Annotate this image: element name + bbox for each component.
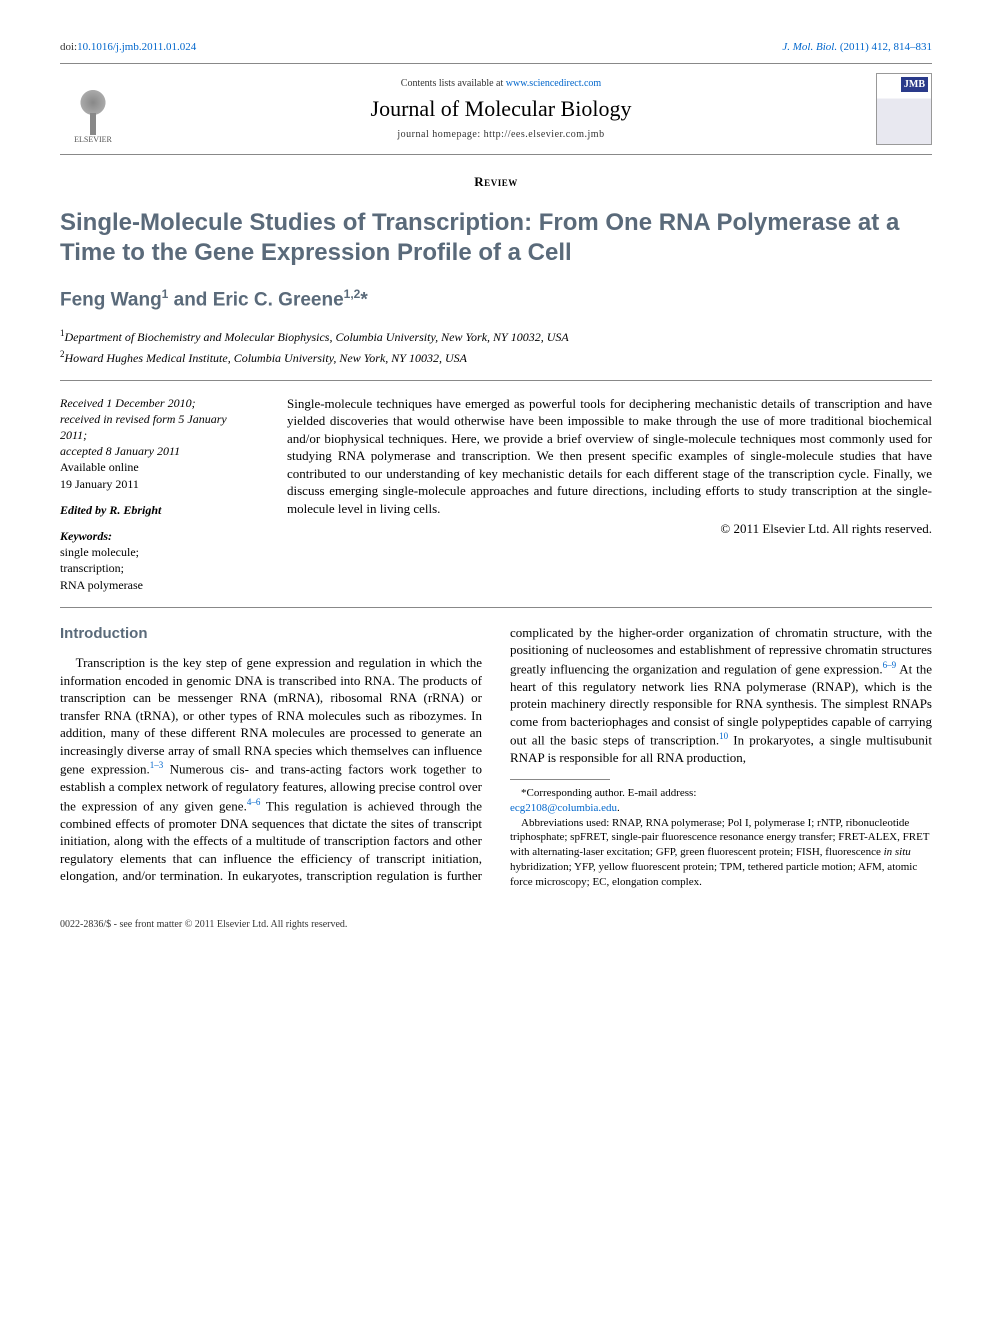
abstract: Single-molecule techniques have emerged … [287,395,932,593]
front-matter-line: 0022-2836/$ - see front matter © 2011 El… [60,918,932,932]
ref-10[interactable]: 10 [719,731,728,741]
journal-title: Journal of Molecular Biology [144,94,858,124]
body-columns: Introduction Transcription is the key st… [60,624,932,890]
doi: doi:10.1016/j.jmb.2011.01.024 [60,40,196,55]
footnote-rule [510,779,610,780]
online-label: Available online [60,460,139,474]
rule [60,380,932,381]
revised: received in revised form 5 January 2011; [60,412,227,442]
kw-2: transcription; [60,561,124,575]
keywords-block: Keywords: single molecule; transcription… [60,528,255,593]
doi-label: doi: [60,41,77,53]
affiliation-2: 2Howard Hughes Medical Institute, Columb… [60,348,932,366]
author-corr-star: * [360,290,367,311]
kw-1: single molecule; [60,545,139,559]
corresponding-author: *Corresponding author. E-mail address: e… [510,786,932,816]
article-title: Single-Molecule Studies of Transcription… [60,208,932,268]
sd-link[interactable]: www.sciencedirect.com [506,78,601,89]
ref-4-6[interactable]: 4–6 [247,797,261,807]
abbreviations: Abbreviations used: RNAP, RNA polymerase… [510,816,932,890]
edited-by: Edited by R. Ebright [60,502,255,518]
rule-2 [60,607,932,608]
abbrev-text: Abbreviations used: RNAP, RNA polymerase… [510,817,929,859]
article-type: Review [60,173,932,191]
doi-value[interactable]: 10.1016/j.jmb.2011.01.024 [77,41,196,53]
sciencedirect-line: Contents lists available at www.scienced… [144,77,858,91]
cite-rest: (2011) 412, 814–831 [837,41,932,53]
journal-homepage: journal homepage: http://ees.elsevier.co… [144,128,858,142]
authors-and: and [168,290,212,311]
corr-email[interactable]: ecg2108@columbia.edu [510,802,617,814]
citation: J. Mol. Biol. (2011) 412, 814–831 [782,40,932,55]
footnote-block: *Corresponding author. E-mail address: e… [510,779,932,890]
elsevier-tree-icon [68,85,118,135]
header-center: Contents lists available at www.scienced… [144,77,858,142]
article-meta: Received 1 December 2010; received in re… [60,395,255,593]
keywords-label: Keywords: [60,529,112,543]
accepted: accepted 8 January 2011 [60,444,180,458]
history-dates: Received 1 December 2010; received in re… [60,395,255,492]
intro-text-a: Transcription is the key step of gene ex… [60,655,482,758]
author-2: Eric C. Greene [213,290,344,311]
affil-1-text: Department of Biochemistry and Molecular… [65,330,569,344]
abstract-text: Single-molecule techniques have emerged … [287,396,932,516]
abbrev-insitu: in situ [884,846,911,858]
author-1: Feng Wang [60,290,162,311]
elsevier-label: ELSEVIER [74,135,112,146]
affil-2-text: Howard Hughes Medical Institute, Columbi… [65,351,467,365]
journal-header: ELSEVIER Contents lists available at www… [60,63,932,155]
copyright: © 2011 Elsevier Ltd. All rights reserved… [287,520,932,538]
author-2-affil: 1,2 [344,287,361,301]
ref-6-9[interactable]: 6–9 [883,660,897,670]
meta-abstract-row: Received 1 December 2010; received in re… [60,395,932,593]
corr-label: *Corresponding author. [521,787,625,799]
top-meta-row: doi:10.1016/j.jmb.2011.01.024 J. Mol. Bi… [60,40,932,55]
kw-3: RNA polymerase [60,578,143,592]
cover-thumbnail: JMB [876,73,932,145]
abbrev-text-2: hybridization; YFP, yellow fluorescent p… [510,861,917,888]
cite-journal: J. Mol. Biol. [782,41,837,53]
sd-pre: Contents lists available at [401,78,506,89]
ref-1-3[interactable]: 1–3 [150,760,164,770]
authors: Feng Wang1 and Eric C. Greene1,2* [60,286,932,313]
elsevier-logo: ELSEVIER [60,72,126,146]
edited-by-text: Edited by R. Ebright [60,503,161,517]
jmb-badge: JMB [901,77,928,93]
corr-email-label: E-mail address: [625,787,696,799]
received: Received 1 December 2010; [60,396,196,410]
affiliation-1: 1Department of Biochemistry and Molecula… [60,327,932,345]
online-date: 19 January 2011 [60,477,139,491]
section-heading-introduction: Introduction [60,624,482,644]
